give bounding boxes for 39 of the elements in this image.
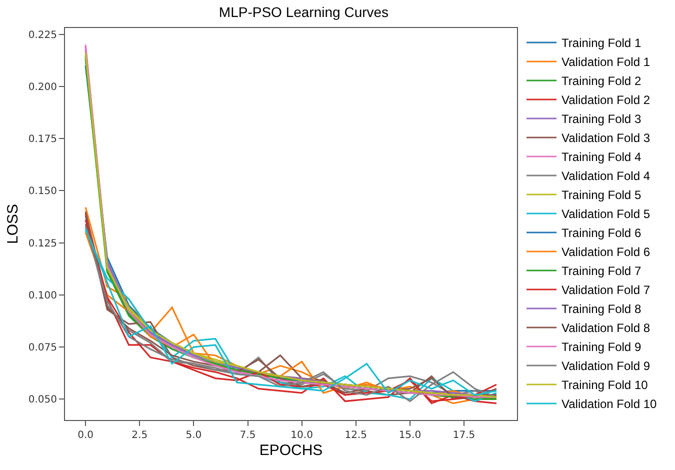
y-tick-label: 0.150 — [28, 186, 57, 198]
legend-label: Training Fold 8 — [562, 302, 642, 316]
y-tick-label: 0.225 — [28, 30, 57, 41]
legend-label: Validation Fold 6 — [562, 245, 650, 260]
legend-label: Training Fold 5 — [562, 188, 642, 202]
legend-label: Validation Fold 1 — [562, 55, 650, 70]
legend-label: Validation Fold 10 — [562, 397, 658, 412]
x-axis-title: EPOCHS — [259, 442, 323, 459]
legend-label: Training Fold 6 — [562, 226, 642, 240]
legend-label: Validation Fold 7 — [562, 283, 650, 298]
y-tick-label: 0.100 — [28, 290, 57, 302]
y-axis-title: LOSS — [4, 204, 22, 244]
legend-label: Validation Fold 8 — [562, 321, 650, 336]
chart-title: MLP-PSO Learning Curves — [218, 4, 389, 20]
y-tick-label: 0.050 — [28, 394, 57, 406]
y-tick-label: 0.075 — [28, 342, 57, 354]
legend-label: Validation Fold 5 — [562, 207, 650, 222]
legend-label: Validation Fold 2 — [562, 93, 650, 108]
x-tick-label: 10.0 — [290, 430, 313, 441]
legend-label: Training Fold 9 — [562, 340, 642, 354]
legend-label: Training Fold 1 — [562, 36, 642, 50]
x-tick-label: 5.0 — [186, 430, 202, 441]
y-tick-label: 0.125 — [28, 238, 57, 250]
x-tick-label: 0.0 — [78, 430, 94, 441]
x-tick-label: 7.5 — [240, 430, 256, 441]
x-tick-label: 2.5 — [132, 430, 148, 441]
y-tick-label: 0.175 — [28, 134, 57, 146]
legend-label: Validation Fold 4 — [562, 169, 650, 184]
legend-label: Training Fold 10 — [562, 378, 648, 392]
legend-label: Training Fold 3 — [562, 112, 642, 126]
y-tick-label: 0.200 — [28, 82, 57, 93]
legend-label: Training Fold 4 — [562, 150, 642, 164]
x-tick-label: 17.5 — [452, 430, 476, 441]
legend-label: Training Fold 7 — [562, 264, 642, 278]
legend-label: Validation Fold 9 — [562, 359, 650, 374]
legend-label: Training Fold 2 — [562, 74, 642, 88]
x-tick-label: 12.5 — [344, 430, 368, 441]
x-tick-label: 15.0 — [398, 430, 422, 441]
legend-label: Validation Fold 3 — [562, 131, 650, 146]
